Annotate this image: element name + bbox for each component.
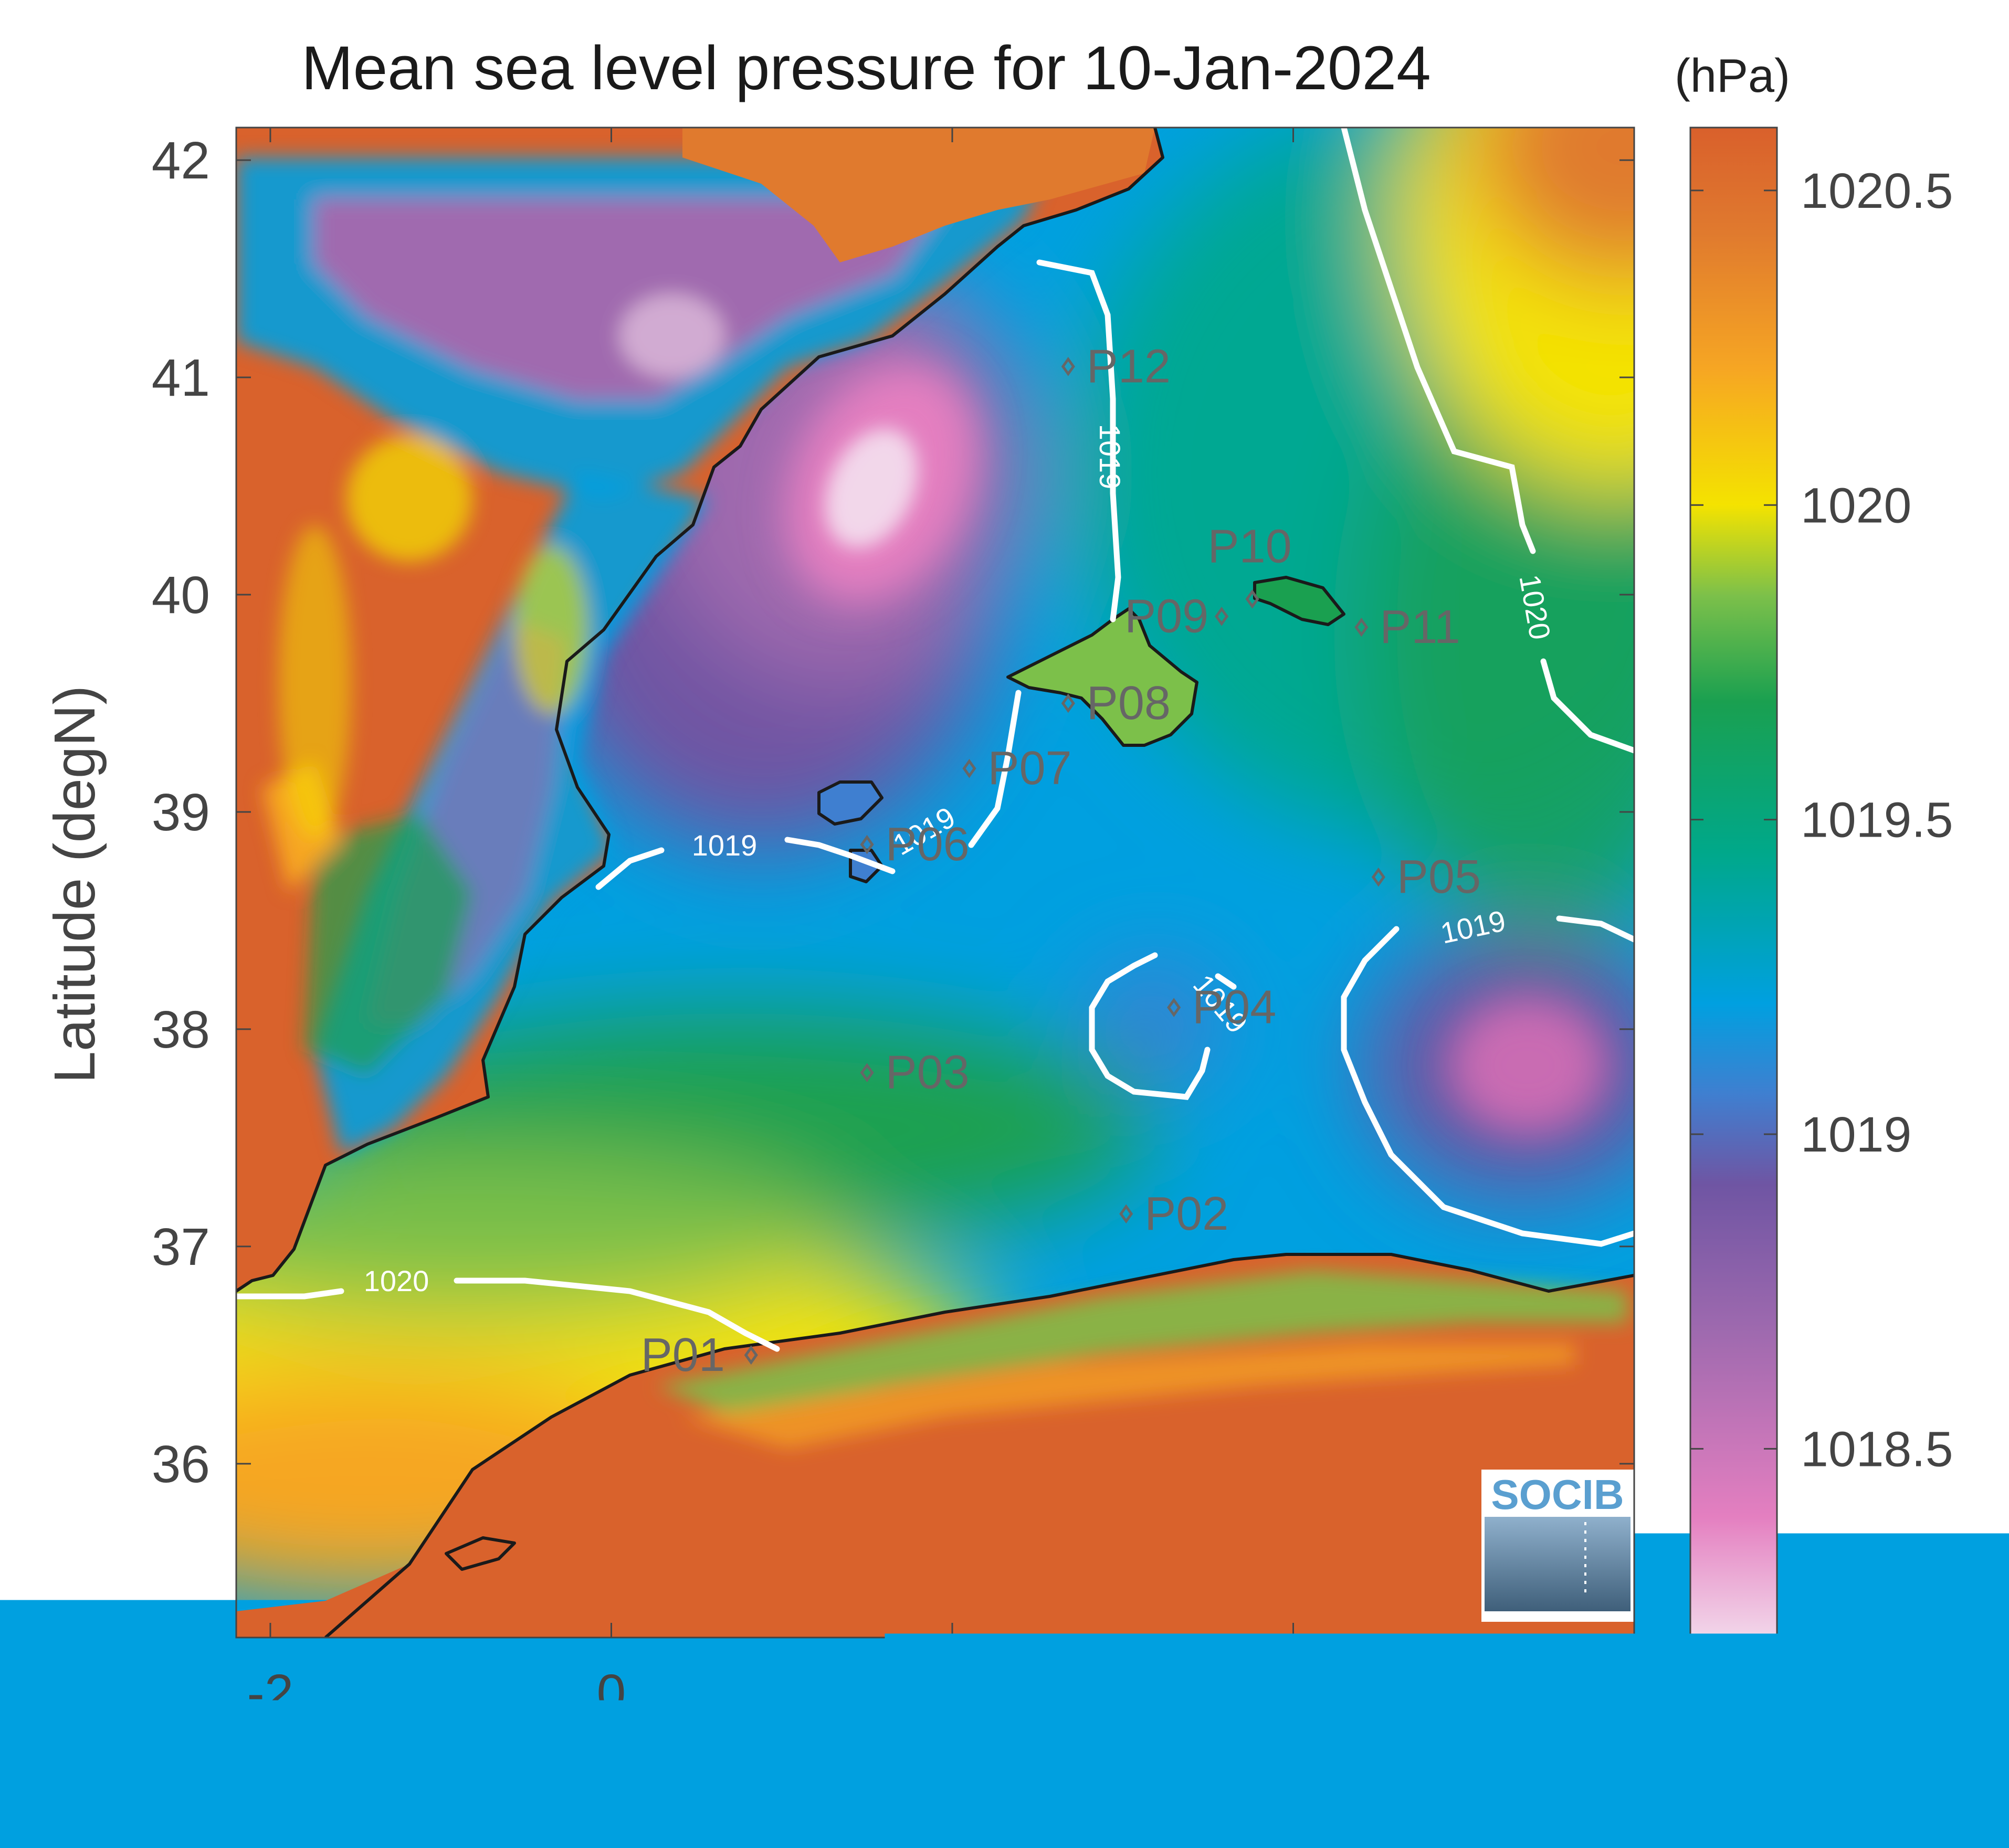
y-tick-label: 40 <box>152 566 210 625</box>
point-label-p10: P10 <box>1208 520 1292 573</box>
point-label-p04: P04 <box>1192 981 1276 1034</box>
point-label-p06: P06 <box>886 818 970 871</box>
y-tick-label: 37 <box>152 1218 210 1276</box>
point-label-p02: P02 <box>1144 1188 1228 1240</box>
x-tick-label: 2 <box>938 1664 967 1723</box>
colorbar <box>1690 128 1777 1638</box>
y-tick-label: 41 <box>152 349 210 407</box>
y-tick-label: 42 <box>152 131 210 190</box>
chart-title: Mean sea level pressure for 10-Jan-2024 <box>301 34 1431 103</box>
colorbar-tick-label: 1020.5 <box>1801 163 1953 219</box>
colorbar-tick-label: 1019 <box>1801 1107 1911 1163</box>
x-tick-label: 4 <box>1279 1664 1308 1723</box>
contour-label-1020-south: 1020 <box>364 1264 429 1297</box>
socib-logo: SOCIB <box>1481 1470 1634 1622</box>
units-label: (hPa) <box>1675 50 1790 102</box>
point-label-p09: P09 <box>1124 590 1208 642</box>
point-label-p07: P07 <box>987 742 1071 795</box>
y-tick-label: 36 <box>152 1435 210 1494</box>
point-label-p08: P08 <box>1087 677 1171 730</box>
point-label-p11: P11 <box>1380 601 1460 653</box>
y-tick-label: 39 <box>152 783 210 842</box>
colorbar-tick-label: 1018.5 <box>1801 1421 1953 1477</box>
x-axis-label: Longitude (degE) <box>681 1754 1124 1818</box>
pressure-field: 1019 1019 1019 1019 1020 1020 1019 P01P0… <box>52 0 1837 1638</box>
x-tick-label: 6 <box>1619 1664 1649 1723</box>
y-tick-label: 38 <box>152 1000 210 1059</box>
x-tick-label: -2 <box>247 1664 293 1723</box>
point-label-p05: P05 <box>1397 851 1481 903</box>
logo-text: SOCIB <box>1491 1471 1624 1518</box>
point-label-p01: P01 <box>641 1329 725 1381</box>
point-label-p03: P03 <box>886 1047 970 1099</box>
colorbar-tick-label: 1020 <box>1801 478 1911 533</box>
colorbar-tick-label: 1019.5 <box>1801 793 1953 848</box>
y-axis-label: Latitude (degN) <box>43 685 107 1083</box>
contour-label-1019-west: 1019 <box>692 829 758 862</box>
point-label-p12: P12 <box>1087 340 1171 393</box>
x-tick-label: 0 <box>597 1664 626 1723</box>
contour-label-1019-north: 1019 <box>1093 424 1127 490</box>
